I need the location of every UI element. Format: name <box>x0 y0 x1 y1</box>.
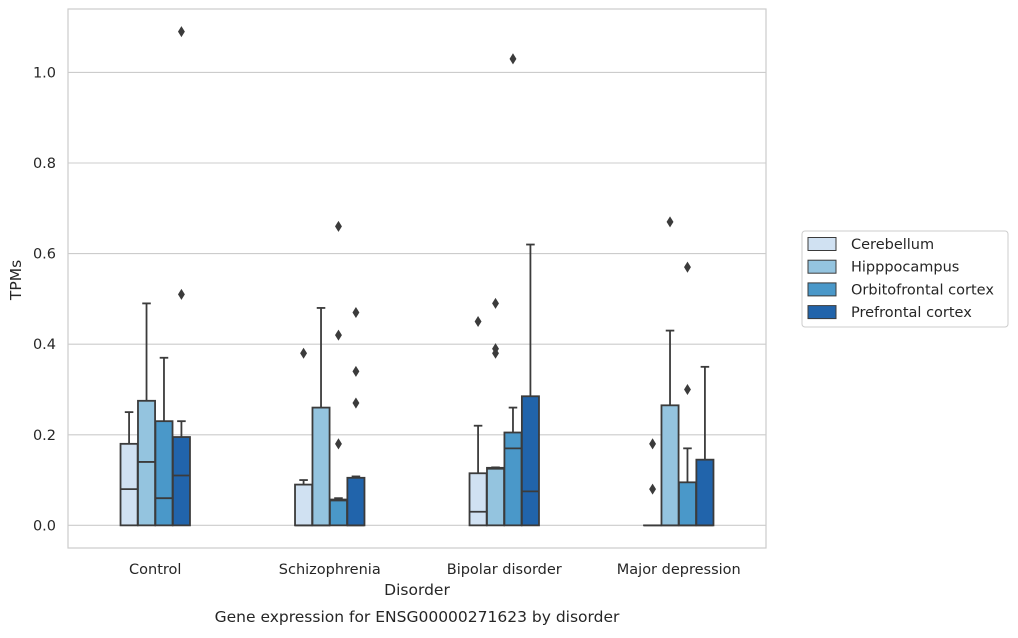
y-tick-label: 0.0 <box>33 518 56 534</box>
outlier-point <box>335 330 342 341</box>
chart-caption: Gene expression for ENSG00000271623 by d… <box>215 608 620 626</box>
box-group <box>138 303 155 525</box>
box <box>470 473 487 525</box>
box-group <box>347 307 364 525</box>
y-tick-label: 0.8 <box>33 156 56 172</box>
outlier-point <box>510 53 517 64</box>
box <box>347 478 364 526</box>
box <box>330 500 347 526</box>
legend-swatch <box>808 306 836 319</box>
outlier-point <box>352 398 359 409</box>
outlier-point <box>492 298 499 309</box>
legend-swatch <box>808 260 836 273</box>
box-group <box>504 53 521 525</box>
x-tick-label: Bipolar disorder <box>447 562 562 578</box>
box-group <box>155 358 172 526</box>
box-group <box>696 367 713 526</box>
x-tick-label: Control <box>129 562 181 578</box>
x-axis-label: Disorder <box>384 581 450 599</box>
box <box>679 482 696 525</box>
legend-label: Orbitofrontal cortex <box>851 282 994 298</box>
outlier-point <box>667 216 674 227</box>
y-tick-label: 0.4 <box>33 337 56 353</box>
box-group <box>661 216 678 525</box>
legend-label: Cerebellum <box>851 237 934 253</box>
legend-label: Hipppocampus <box>851 260 959 276</box>
box <box>138 401 155 526</box>
outlier-point <box>684 384 691 395</box>
box <box>522 396 539 525</box>
outlier-point <box>649 484 656 495</box>
box-group <box>470 316 487 525</box>
legend-swatch <box>808 283 836 296</box>
box <box>173 437 190 525</box>
outlier-point <box>475 316 482 327</box>
box-group <box>330 221 347 525</box>
box-group <box>312 308 329 525</box>
outlier-point <box>178 289 185 300</box>
legend-swatch <box>808 238 836 251</box>
outlier-point <box>178 26 185 37</box>
boxes-layer <box>121 26 714 525</box>
box-group <box>522 245 539 526</box>
box <box>295 485 312 526</box>
outlier-point <box>684 262 691 273</box>
outlier-point <box>300 348 307 359</box>
box <box>121 444 138 526</box>
box <box>155 421 172 525</box>
box-group <box>644 438 661 525</box>
box <box>312 408 329 526</box>
box <box>504 433 521 526</box>
y-tick-label: 0.6 <box>33 247 56 263</box>
box-group <box>295 348 312 526</box>
outlier-point <box>352 366 359 377</box>
outlier-point <box>335 438 342 449</box>
box-group <box>487 298 504 525</box>
y-tick-label: 1.0 <box>33 65 56 81</box>
y-tick-labels: 0.0 0.2 0.4 0.6 0.8 1.0 <box>33 65 56 534</box>
x-tick-labels: Control Schizophrenia Bipolar disorder Majo… <box>129 562 741 578</box>
box <box>661 405 678 525</box>
y-tick-label: 0.2 <box>33 428 56 444</box>
y-axis-label: TPMs <box>7 260 25 301</box>
x-tick-label: Schizophrenia <box>279 562 381 578</box>
box-group <box>173 26 190 525</box>
outlier-point <box>335 221 342 232</box>
outlier-point <box>352 307 359 318</box>
x-tick-label: Major depression <box>617 562 741 578</box>
box <box>696 460 713 526</box>
box <box>487 468 504 526</box>
box-group <box>121 412 138 525</box>
legend-label: Prefrontal cortex <box>851 305 972 321</box>
legend: Cerebellum Hipppocampus Orbitofrontal cort… <box>802 231 1008 327</box>
box-group <box>679 262 696 526</box>
outlier-point <box>649 438 656 449</box>
